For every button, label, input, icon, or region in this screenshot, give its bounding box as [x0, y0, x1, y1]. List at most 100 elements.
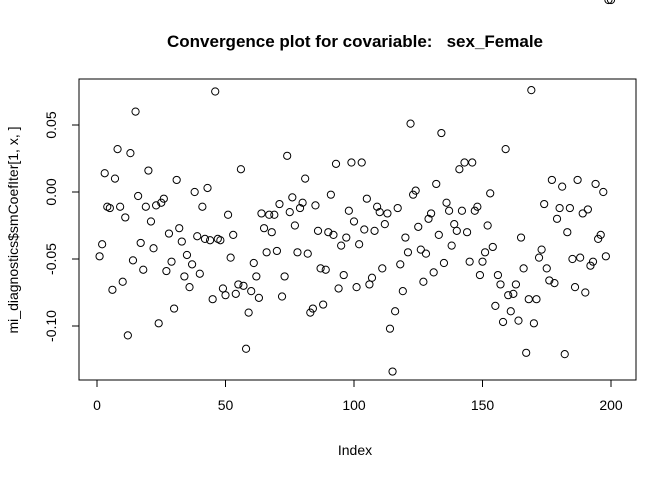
data-point [427, 209, 436, 218]
data-point [506, 307, 515, 316]
data-point [326, 190, 335, 199]
data-point [149, 244, 158, 253]
data-point [437, 128, 446, 138]
data-point [337, 241, 346, 250]
data-point [211, 87, 220, 96]
data-point [421, 249, 431, 258]
data-point [172, 175, 181, 185]
data-point [601, 252, 610, 261]
data-point [491, 301, 500, 310]
data-point [257, 209, 266, 218]
data-point [275, 199, 284, 209]
data-point [98, 240, 107, 249]
data-point [170, 304, 179, 313]
data-point [424, 214, 433, 223]
data-point [409, 190, 418, 199]
data-point [388, 367, 397, 376]
data-point [432, 179, 441, 189]
y-tick-label: -0.05 [43, 243, 59, 275]
data-point [319, 300, 328, 309]
data-point [545, 276, 554, 285]
data-point [254, 293, 264, 302]
data-point [349, 217, 359, 226]
data-point [347, 158, 356, 167]
data-point [303, 249, 312, 258]
data-point [563, 228, 572, 237]
data-point [272, 246, 281, 256]
x-tick-label: 0 [93, 397, 101, 413]
data-point [573, 175, 582, 185]
data-point [452, 226, 461, 235]
data-point [442, 198, 451, 207]
data-point [529, 319, 539, 328]
data-point [146, 217, 156, 226]
data-point [342, 233, 351, 242]
data-point [100, 169, 109, 178]
data-point [236, 165, 246, 174]
data-point [493, 270, 503, 280]
data-point [331, 159, 341, 168]
data-point [198, 202, 207, 211]
data-point [522, 348, 531, 357]
data-point [182, 250, 192, 260]
data-point [175, 224, 184, 233]
data-point [167, 257, 176, 266]
data-point [218, 284, 228, 293]
data-point [450, 220, 459, 229]
data-point [226, 253, 235, 262]
data-point [267, 228, 276, 237]
y-axis: -0.10 -0.05 0.00 0.05 [43, 111, 80, 342]
data-point [185, 283, 194, 292]
data-point [141, 202, 150, 211]
data-point [144, 166, 153, 175]
data-point [496, 280, 505, 289]
data-point [419, 277, 428, 286]
data-point [157, 198, 166, 207]
data-point [162, 266, 171, 276]
data-point [473, 202, 482, 211]
data-point [298, 198, 307, 207]
data-point [234, 280, 243, 289]
data-point [475, 270, 485, 280]
data-point [411, 186, 420, 195]
data-point [200, 234, 210, 243]
data-point [223, 210, 233, 219]
data-point [457, 206, 467, 215]
data-point [203, 183, 212, 193]
data-point [277, 292, 287, 301]
y-axis-label: mi_diagnostics$smCoefIter[1, x, ] [5, 127, 21, 334]
data-point [478, 257, 487, 266]
data-point [468, 158, 477, 167]
data-point [532, 295, 541, 304]
data-point [301, 174, 310, 183]
data-point [283, 151, 292, 160]
data-point [555, 203, 564, 213]
data-point [524, 295, 533, 304]
data-point [128, 256, 138, 265]
data-point [113, 145, 122, 154]
data-point [365, 280, 374, 289]
data-point [195, 269, 204, 278]
data-point [398, 287, 407, 296]
y-tick-label: 0.05 [43, 111, 59, 138]
data-point [265, 210, 274, 219]
data-point [205, 236, 215, 245]
data-point [216, 236, 225, 245]
x-axis: 0 50 100 150 200 [93, 379, 623, 413]
data-point [355, 240, 364, 249]
data-point [221, 291, 230, 300]
data-point [391, 307, 400, 316]
data-point [280, 272, 289, 281]
data-point [362, 194, 371, 203]
data-point [560, 350, 569, 359]
data-point [439, 258, 449, 268]
data-point [231, 289, 240, 298]
data-point [588, 257, 598, 266]
data-point [247, 287, 256, 296]
data-point [511, 280, 521, 289]
data-point [190, 187, 199, 197]
data-point [378, 264, 387, 273]
data-point [516, 233, 526, 242]
data-point [118, 277, 127, 286]
